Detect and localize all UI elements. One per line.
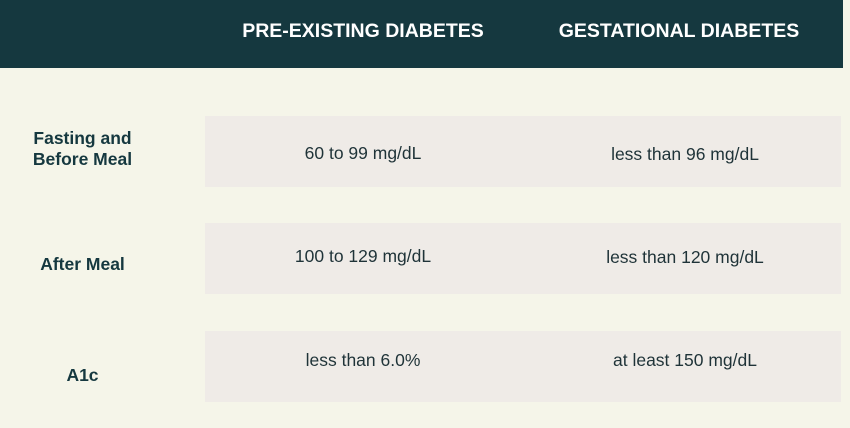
cell-pre-existing-after-meal: 100 to 129 mg/dL — [294, 246, 432, 266]
cell-gestational-fasting: less than 96 mg/dL — [611, 144, 759, 164]
table-header-bar — [0, 0, 843, 68]
cell-pre-existing-fasting: 60 to 99 mg/dL — [304, 143, 422, 163]
row-label-a1c: A1c — [66, 365, 99, 385]
cell-gestational-a1c: at least 150 mg/dL — [613, 350, 757, 370]
cell-gestational-after-meal: less than 120 mg/dL — [606, 247, 764, 267]
table-row — [205, 116, 841, 187]
column-header-gestational: GESTATIONAL DIABETES — [558, 20, 800, 42]
table-row — [205, 331, 841, 402]
cell-pre-existing-a1c: less than 6.0% — [305, 350, 421, 370]
row-label-fasting: Fasting and Before Meal — [0, 128, 165, 170]
column-header-pre-existing: PRE-EXISTING DIABETES — [242, 20, 484, 42]
row-label-line: Fasting and — [33, 128, 132, 148]
page-edge-strip — [843, 0, 850, 428]
table-row — [205, 223, 841, 294]
row-label-line: Before Meal — [32, 149, 133, 169]
row-label-after-meal: After Meal — [40, 254, 125, 274]
